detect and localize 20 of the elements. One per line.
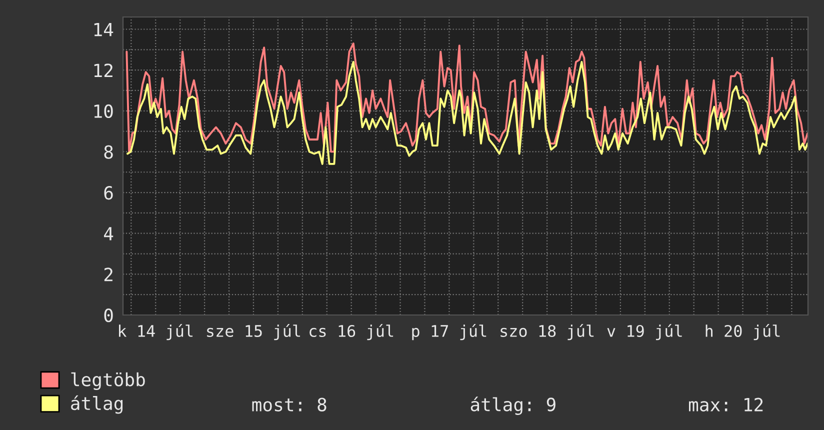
x-tick-label: szo 18 júl <box>500 324 594 340</box>
x-tick-label: h 20 júl <box>706 324 780 340</box>
y-tick-label: 14 <box>94 22 114 36</box>
text: átlag: 9 <box>470 396 556 415</box>
x-tick-label: v 19 júl <box>607 324 682 340</box>
y-tick-label: 4 <box>104 227 114 240</box>
text: max: 12 <box>689 398 763 412</box>
x-tick-label: sze 15 júl <box>207 324 300 340</box>
legend-label: legtöbb <box>71 372 145 390</box>
y-tick-label: 10 <box>94 104 113 118</box>
x-tick-label: p 17 júl <box>412 324 486 340</box>
x-tick-label: cs 16 júl <box>310 324 394 340</box>
y-tick-label: 6 <box>104 186 113 200</box>
y-tick-label: 8 <box>104 145 113 159</box>
x-tick-label: k 14 júl <box>119 324 193 340</box>
y-tick-label: 0 <box>104 308 113 322</box>
y-tick-label: 12 <box>94 64 112 77</box>
legend-label: átlag <box>71 395 123 414</box>
y-tick-label: 2 <box>104 268 112 282</box>
text: most: 8 <box>252 398 326 412</box>
